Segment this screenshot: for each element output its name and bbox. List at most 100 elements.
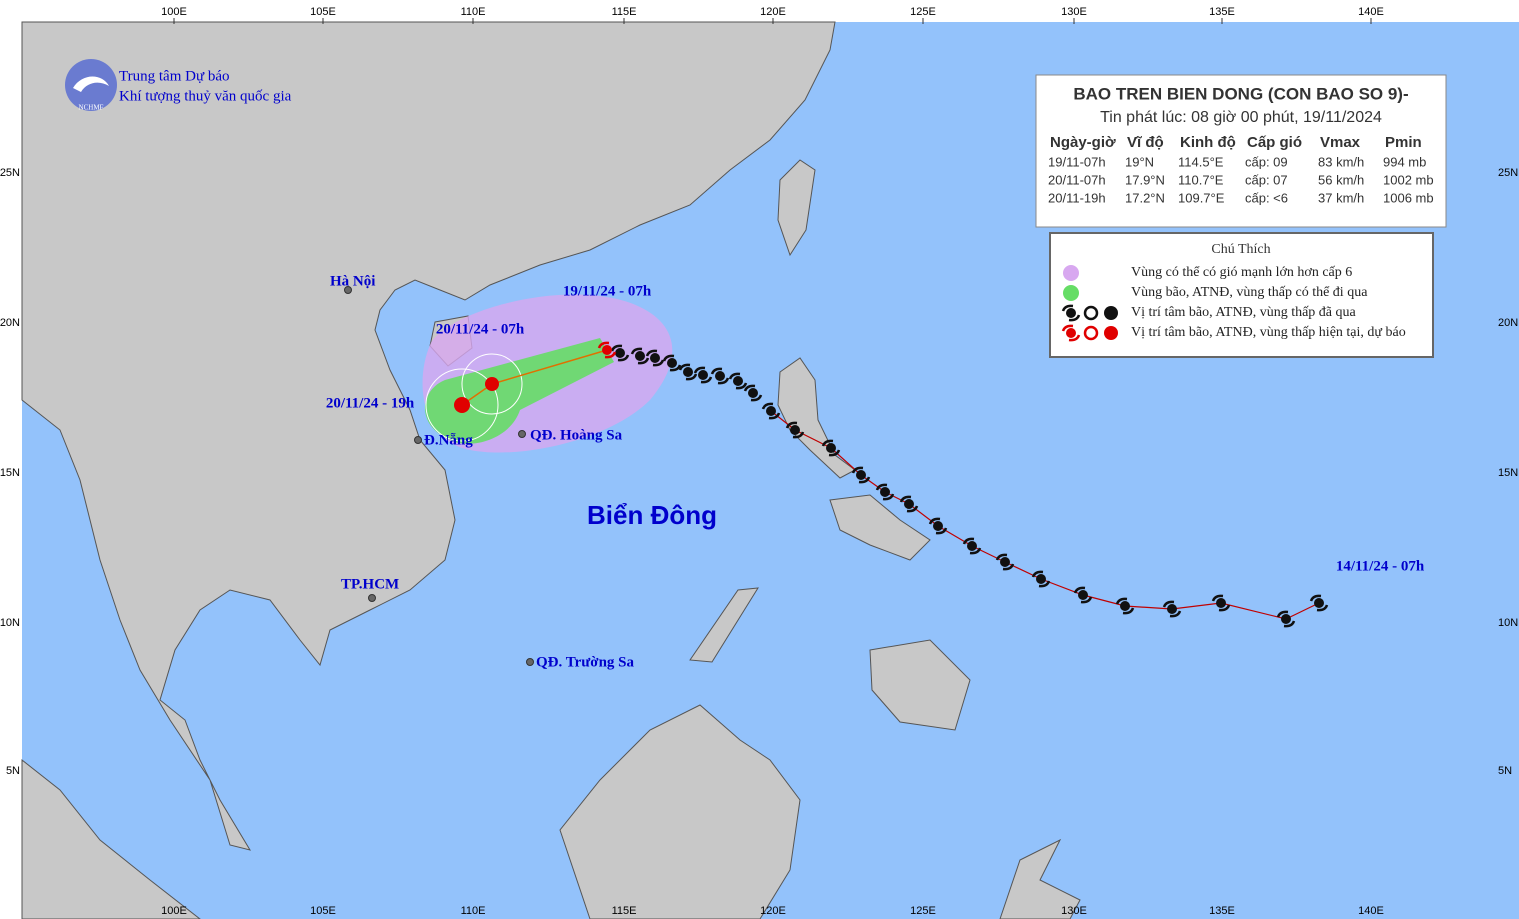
- place-label: TP.HCM: [341, 576, 399, 592]
- lon-label: 120E: [760, 6, 786, 18]
- storm-icon: [858, 476, 871, 484]
- mindanao: [869, 639, 971, 731]
- storm-icon: [790, 425, 800, 435]
- storm-icon: [678, 363, 691, 371]
- logo-circle: [65, 59, 117, 111]
- legend-swatch: [1083, 325, 1099, 341]
- storm-icon: [717, 377, 730, 385]
- storm-icon: [630, 347, 643, 355]
- storm-icon: [856, 470, 866, 480]
- place-label: Hà Nội: [330, 273, 375, 289]
- table-cell: 114.5°E: [1178, 154, 1224, 169]
- lon-label: 100E: [161, 6, 187, 18]
- table-cell: 109.7°E: [1178, 190, 1225, 205]
- storm-icon: [821, 439, 834, 447]
- storm-icon: [933, 521, 943, 531]
- logo: NCHMF: [65, 59, 117, 112]
- column-header: Vĩ độ: [1127, 134, 1164, 151]
- org-name: Khí tượng thuỷ văn quốc gia: [119, 88, 292, 104]
- lat-label: 25N: [1498, 167, 1518, 179]
- info-issued: Tin phát lúc: 08 giờ 00 phút, 19/11/2024: [1100, 109, 1382, 126]
- storm-icon: [635, 351, 645, 361]
- table-cell: 19/11-07h: [1048, 154, 1106, 169]
- lat-label: 25N: [0, 167, 20, 179]
- sumatra: [21, 758, 201, 919]
- storm-icon: [743, 384, 756, 392]
- storm-icon: [1167, 604, 1177, 614]
- forecast-circle: [461, 353, 523, 415]
- legend-item: Vùng bão, ATNĐ, vùng thấp có thể đi qua: [1131, 285, 1368, 300]
- storm-icon: [1309, 594, 1322, 602]
- lon-label: 120E: [760, 905, 786, 917]
- legend-item: Vị trí tâm bão, ATNĐ, vùng thấp đã qua: [1131, 305, 1357, 320]
- track-date-label: 20/11/24 - 19h: [326, 395, 415, 411]
- column-header: Cấp gió: [1247, 134, 1302, 151]
- storm-icon: [882, 493, 895, 501]
- legend-item: Vùng có thể có gió mạnh lớn hơn cấp 6: [1131, 265, 1352, 280]
- sea-label: Biển Đông: [587, 500, 717, 530]
- storm-icon: [928, 517, 941, 525]
- past-track: [610, 344, 1329, 628]
- lon-label: 130E: [1061, 6, 1087, 18]
- storm-icon: [761, 402, 774, 410]
- storm-icon: [1066, 328, 1076, 338]
- table-cell: 20/11-19h: [1048, 190, 1106, 205]
- storm-icon: [1216, 598, 1226, 608]
- storm-icon: [615, 348, 625, 358]
- lat-label: 20N: [1498, 317, 1518, 329]
- table-cell: 17.2°N: [1125, 190, 1165, 205]
- storm-icon: [597, 341, 610, 349]
- storm-icon: [1211, 594, 1224, 602]
- storm-icon: [650, 353, 660, 363]
- lon-label: 115E: [612, 6, 637, 18]
- storm-icon: [645, 349, 658, 357]
- storm-icon: [700, 376, 713, 384]
- table-cell: cấp: 07: [1245, 172, 1288, 187]
- table-cell: 1006 mb: [1383, 190, 1434, 205]
- table-cell: 83 km/h: [1318, 154, 1364, 169]
- table-cell: 20/11-07h: [1048, 172, 1106, 187]
- palawan: [689, 587, 759, 663]
- column-header: Ngày-giờ: [1050, 134, 1116, 151]
- track-date-label: 20/11/24 - 07h: [436, 321, 525, 337]
- lat-label: 15N: [1498, 467, 1518, 479]
- lat-label: 15N: [0, 467, 20, 479]
- legend-swatch: [1104, 306, 1118, 320]
- storm-icon: [652, 359, 665, 367]
- place-label: QĐ. Hoàng Sa: [530, 427, 623, 443]
- storm-icon: [728, 372, 741, 380]
- visayas: [829, 494, 931, 561]
- table-cell: 56 km/h: [1318, 172, 1364, 187]
- forecast-circle: [425, 368, 499, 442]
- storm-icon: [1073, 586, 1086, 594]
- storm-icon: [935, 527, 948, 535]
- storm-icon: [1061, 324, 1074, 332]
- storm-icon: [610, 344, 623, 352]
- forecast-areas: [422, 294, 673, 453]
- info-box: [1035, 74, 1447, 228]
- storm-icon: [710, 367, 723, 375]
- storm-icon: [875, 483, 888, 491]
- taiwan: [777, 159, 816, 257]
- place-label: Đ.Nẵng: [424, 432, 473, 448]
- storm-icon: [669, 364, 682, 372]
- place-dot: [526, 658, 534, 666]
- place-dot: [368, 594, 376, 602]
- storm-icon: [715, 371, 725, 381]
- storm-icon: [792, 431, 805, 439]
- column-header: Kinh độ: [1180, 134, 1236, 151]
- place-label: QĐ. Trường Sa: [536, 654, 635, 670]
- sulawesi: [999, 838, 1081, 919]
- storm-icon: [1162, 600, 1175, 608]
- lon-label: 135E: [1209, 905, 1235, 917]
- storm-icon: [1115, 597, 1128, 605]
- storm-icon: [617, 354, 630, 362]
- storm-icon: [1314, 598, 1324, 608]
- lat-label: 10N: [1498, 617, 1518, 629]
- storm-icon: [1120, 601, 1130, 611]
- storm-icon: [969, 547, 982, 555]
- storm-icon: [1218, 604, 1231, 612]
- storm-icon: [683, 367, 693, 377]
